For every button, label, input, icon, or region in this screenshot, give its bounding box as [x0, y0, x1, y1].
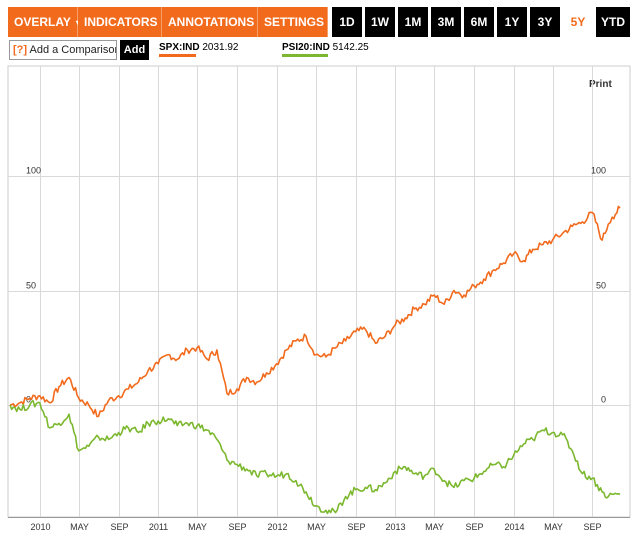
range-1d-button[interactable]: 1D [332, 7, 362, 37]
legend-item-psi20: PSI20:IND 5142.25 [282, 42, 369, 53]
x-tick-label: 2014 [504, 522, 524, 532]
settings-menu-label: SETTINGS [264, 15, 325, 29]
x-tick-label: 2010 [30, 522, 50, 532]
x-tick-label: SEP [110, 522, 128, 532]
range-1m-button[interactable]: 1M [398, 7, 428, 37]
x-tick-label: 2013 [385, 522, 405, 532]
range-1y-button[interactable]: 1Y [497, 7, 527, 37]
help-icon[interactable]: [?] [13, 44, 28, 56]
legend-value: 5142.25 [332, 42, 369, 53]
y-tick-label-left: 100 [26, 166, 41, 176]
settings-menu-button[interactable]: SETTINGS▼ [258, 7, 336, 37]
range-1w-button[interactable]: 1W [365, 7, 395, 37]
x-tick-label: SEP [465, 522, 483, 532]
x-tick-label: SEP [347, 522, 365, 532]
range-ytd-button[interactable]: YTD [596, 7, 630, 37]
x-tick-label: 2012 [267, 522, 287, 532]
series-line-psi20-ind [9, 399, 621, 515]
chart-toolbar: OVERLAY ▼ INDICATORS▼ ANNOTATIONS▼ SETTIN… [0, 7, 638, 37]
indicators-menu-label: INDICATORS [84, 15, 158, 29]
indicators-menu-button[interactable]: INDICATORS▼ [78, 7, 169, 37]
x-tick-label: MAY [544, 522, 563, 532]
add-comparison-text: Add a Comparison [29, 44, 117, 56]
series-line-spx-ind [9, 205, 621, 418]
range-5y-button[interactable]: 5Y [563, 7, 593, 37]
y-tick-label-right: 50 [596, 281, 606, 291]
comparison-row: [?] Add a Comparison Add SPX:IND 2031.92… [0, 40, 638, 62]
annotations-menu-button[interactable]: ANNOTATIONS▼ [162, 7, 266, 37]
y-tick-label-right: 100 [591, 166, 606, 176]
x-tick-label: SEP [583, 522, 601, 532]
y-tick-label-right: 0 [601, 395, 606, 405]
legend-symbol: SPX:IND [159, 42, 200, 53]
add-comparison-input[interactable]: [?] Add a Comparison [9, 40, 117, 60]
legend-symbol: PSI20:IND [282, 42, 330, 53]
range-3m-button[interactable]: 3M [431, 7, 461, 37]
legend-value: 2031.92 [202, 42, 239, 53]
annotations-menu-label: ANNOTATIONS [168, 15, 255, 29]
print-link[interactable]: Print [589, 79, 612, 90]
x-tick-label: SEP [228, 522, 246, 532]
legend-item-spx: SPX:IND 2031.92 [159, 42, 239, 53]
x-tick-label: 2011 [149, 522, 168, 532]
x-tick-label: MAY [188, 522, 207, 532]
range-3y-button[interactable]: 3Y [530, 7, 560, 37]
legend-swatch-spx [159, 54, 196, 57]
x-tick-label: MAY [70, 522, 89, 532]
x-tick-label: MAY [425, 522, 444, 532]
overlay-menu-label: OVERLAY [14, 15, 71, 29]
chevron-down-icon: ▼ [327, 18, 336, 28]
x-tick-label: MAY [307, 522, 326, 532]
y-tick-label-left: 50 [26, 281, 36, 291]
legend-swatch-psi20 [282, 54, 328, 57]
range-6m-button[interactable]: 6M [464, 7, 494, 37]
add-comparison-button[interactable]: Add [120, 40, 149, 60]
